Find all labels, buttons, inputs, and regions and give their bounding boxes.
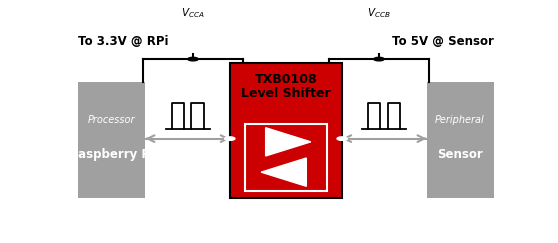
Text: Processor: Processor <box>88 115 136 125</box>
Ellipse shape <box>224 137 235 140</box>
Bar <box>230 63 342 198</box>
Ellipse shape <box>188 57 198 61</box>
Ellipse shape <box>374 57 384 61</box>
Text: Peripheral: Peripheral <box>435 115 485 125</box>
Text: Raspberry Pi: Raspberry Pi <box>69 148 155 161</box>
Text: To 5V @ Sensor: To 5V @ Sensor <box>392 35 493 48</box>
Text: Level Shifter: Level Shifter <box>241 87 331 100</box>
Bar <box>426 82 493 198</box>
Text: $V_{CCA}$: $V_{CCA}$ <box>181 6 205 20</box>
Text: To 3.3V @ RPi: To 3.3V @ RPi <box>78 35 169 48</box>
Ellipse shape <box>337 137 348 140</box>
Text: TXB0108: TXB0108 <box>254 73 318 86</box>
Bar <box>78 82 146 198</box>
Polygon shape <box>261 158 306 186</box>
Text: $V_{CCB}$: $V_{CCB}$ <box>367 6 391 20</box>
Text: Sensor: Sensor <box>437 148 483 161</box>
Polygon shape <box>266 128 311 156</box>
Bar <box>245 124 327 191</box>
